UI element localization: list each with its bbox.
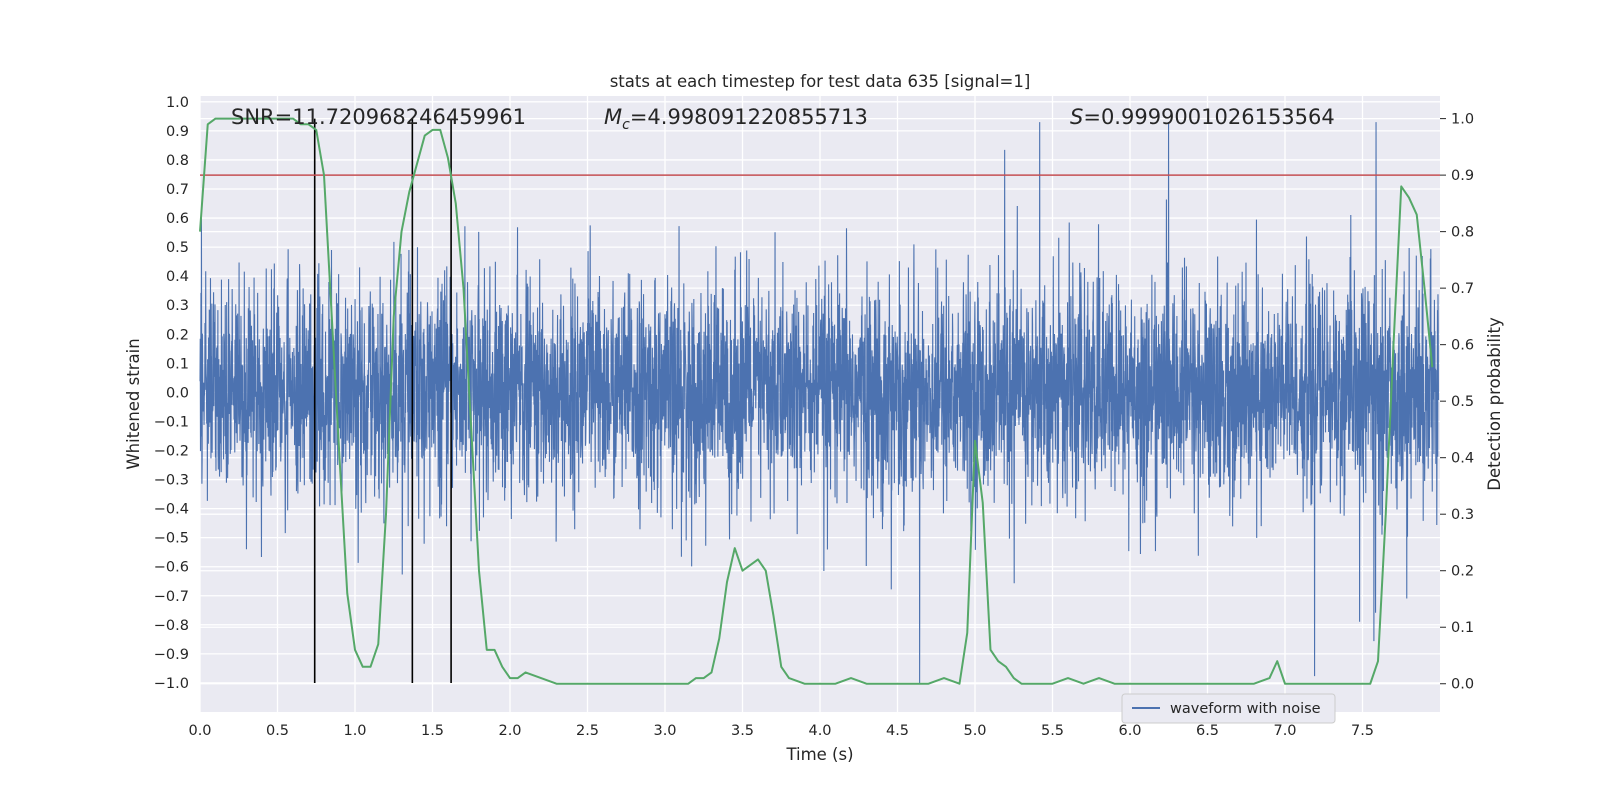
x-tick-label: 4.5	[886, 723, 909, 739]
y-left-tick-label: 0.7	[166, 182, 189, 198]
y-right-tick-label: 0.6	[1451, 338, 1474, 354]
chirp-mass-symbol: M	[604, 105, 622, 129]
legend-box	[1121, 693, 1336, 724]
x-tick-label: 3.0	[653, 723, 676, 739]
legend-label: waveform with noise	[1170, 701, 1321, 717]
y-right-tick-label: 0.8	[1451, 225, 1474, 241]
y-left-tick-label: 0.0	[166, 385, 189, 401]
y-left-tick-label: 0.9	[166, 124, 189, 140]
y-left-tick-label: −0.6	[154, 560, 189, 576]
y-right-tick-label: 0.0	[1451, 677, 1474, 693]
chart-title: stats at each timestep for test data 635…	[610, 72, 1031, 91]
y-left-tick-label: −0.7	[154, 589, 189, 605]
s-annotation: S=0.9999001026153564	[1070, 105, 1335, 129]
x-tick-label: 4.0	[808, 723, 831, 739]
y-left-tick-label: −0.4	[154, 502, 189, 518]
y-left-tick-label: −0.2	[154, 443, 189, 459]
x-axis-label: Time (s)	[785, 745, 853, 764]
waveform-line	[199, 122, 1439, 683]
y-left-tick-label: 0.8	[166, 153, 189, 169]
y-right-tick-label: 0.7	[1451, 281, 1474, 297]
vertical-markers	[313, 118, 452, 683]
y-left-tick-label: −0.9	[154, 647, 189, 663]
snr-annotation: SNR=11.720968246459961	[231, 105, 526, 129]
y-right-tick-label: 0.3	[1451, 507, 1474, 523]
y-left-tick-label: −0.8	[154, 618, 189, 634]
y-left-tick-label: 0.6	[166, 211, 189, 227]
y-right-tick-label: 0.2	[1451, 564, 1474, 580]
y-left-tick-label: 0.3	[166, 298, 189, 314]
y-axis-left-label: Whitened strain	[124, 338, 143, 469]
x-tick-label: 7.0	[1273, 723, 1296, 739]
y-axis-left-ticks: 1.0 0.9 0.8 0.7 0.6 0.5 0.4 0.3 0.2 0.1 0.0 −0.1 −0.…	[154, 95, 189, 692]
y-left-tick-label: −0.1	[154, 414, 189, 430]
y-left-tick-label: 0.2	[166, 327, 189, 343]
y-left-tick-label: −0.5	[154, 531, 189, 547]
x-tick-label: 5.0	[963, 723, 986, 739]
y-right-tick-label: 0.4	[1451, 451, 1474, 467]
chirp-mass-annotation: Mc=4.998091220855713	[604, 105, 868, 133]
y-left-tick-label: 0.5	[166, 240, 189, 256]
y-axis-right-ticks: 1.0 0.9 0.8 0.7 0.6 0.5 0.4 0.3 0.2 0.1 0.0	[1440, 112, 1474, 693]
x-tick-label: 7.5	[1351, 723, 1374, 739]
y-right-tick-label: 0.5	[1451, 394, 1474, 410]
x-tick-label: 6.0	[1118, 723, 1141, 739]
probability-series	[199, 117, 1434, 685]
s-value: =0.9999001026153564	[1083, 105, 1334, 129]
waveform-series	[199, 122, 1439, 683]
x-tick-label: 1.0	[343, 723, 366, 739]
x-tick-label: 5.5	[1041, 723, 1064, 739]
y-left-tick-label: 1.0	[166, 95, 189, 111]
x-axis-ticks: 0.0 0.5 1.0 1.5 2.0 2.5 3.0 3.5 4.0 4.5 5.0 5.5 6.0 6…	[188, 723, 1374, 739]
legend: waveform with noise	[1121, 693, 1336, 724]
x-tick-label: 2.5	[576, 723, 599, 739]
x-tick-label: 0.0	[188, 723, 211, 739]
y-left-tick-label: 0.1	[166, 356, 189, 372]
y-right-tick-label: 0.9	[1451, 168, 1474, 184]
y-left-tick-label: −1.0	[154, 676, 189, 692]
x-tick-label: 2.0	[498, 723, 521, 739]
x-tick-label: 0.5	[266, 723, 289, 739]
s-symbol: S	[1070, 105, 1083, 129]
x-tick-label: 3.5	[731, 723, 754, 739]
chirp-mass-subscript: c	[622, 117, 630, 133]
y-axis-right-label: Detection probability	[1485, 317, 1504, 491]
x-tick-label: 6.5	[1196, 723, 1219, 739]
chirp-mass-value: =4.998091220855713	[630, 105, 868, 129]
x-tick-label: 1.5	[421, 723, 444, 739]
y-left-tick-label: −0.3	[154, 473, 189, 489]
y-right-tick-label: 0.1	[1451, 620, 1474, 636]
probability-line	[199, 117, 1434, 685]
y-left-tick-label: 0.4	[166, 269, 189, 285]
y-right-tick-label: 1.0	[1451, 112, 1474, 128]
